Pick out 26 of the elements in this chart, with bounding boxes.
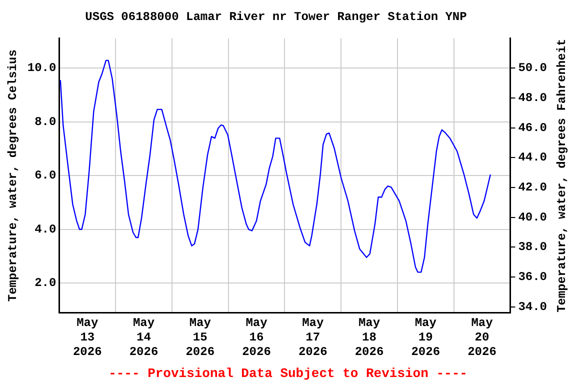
y2-tick-label: 42.0 [518, 180, 548, 195]
y-tick-label: 4.0 [34, 222, 56, 236]
x-tick-label: May 17 2026 [298, 316, 328, 359]
text: ---- Provisional Data Subject to Revision ---- [108, 366, 468, 381]
x-tick-label: May 20 2026 [468, 316, 496, 359]
y2-tick-label: 46.0 [518, 120, 548, 135]
x-tick-label: May 15 2026 [186, 316, 215, 359]
y2-tick-label: 38.0 [518, 240, 548, 254]
y-tick-label: 6.0 [34, 168, 56, 183]
chart-title: USGS 06188000 Lamar River nr Tower Ranger Station YNP [85, 10, 467, 24]
y2-tick-label: 48.0 [518, 91, 548, 106]
y2-tick-label: 40.0 [518, 210, 548, 224]
x-tick-label: May 13 2026 [72, 316, 102, 359]
y-tick-label: 2.0 [34, 276, 56, 290]
y2-tick-label: 44.0 [518, 150, 548, 165]
x-tick-label: May 18 2026 [354, 316, 384, 359]
x-tick-label: May 16 2026 [242, 316, 271, 359]
y2-tick-label: 34.0 [518, 300, 548, 314]
x-tick-label: May 19 2026 [411, 316, 440, 359]
y2-tick-label: 36.0 [518, 270, 548, 284]
y-axis-title: Temperature, water, degrees Celsius [6, 50, 20, 302]
y-tick-label: 8.0 [34, 114, 56, 129]
x-tick-label: May 14 2026 [129, 316, 158, 359]
y-tick-label: 10.0 [27, 61, 56, 76]
y2-tick-label: 50.0 [518, 61, 548, 76]
y2-axis-title: Temperature, water, degrees Fahrenheit [555, 38, 570, 312]
